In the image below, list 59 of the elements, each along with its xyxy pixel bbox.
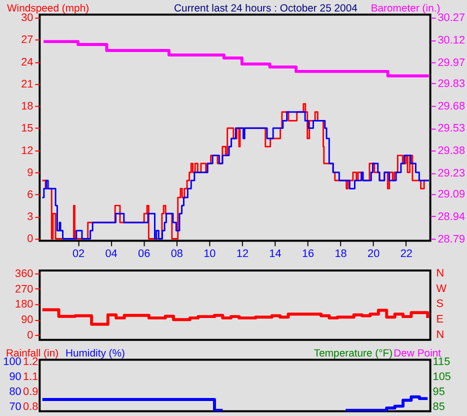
x-tick-label: 06 (138, 248, 150, 260)
y2-axis-title: Barometer (in.) (370, 4, 440, 15)
x-tick-label: 08 (170, 248, 183, 260)
y2-tick-label: 85 (432, 400, 445, 413)
y-tick-label: 0 (27, 233, 34, 246)
y-tick-label: 90 (21, 314, 34, 326)
y2-tick-label: 29.53 (438, 122, 466, 135)
y-axis-title: Humidity (%) (65, 348, 125, 360)
x-tick-label: 20 (368, 248, 380, 260)
y2-tick-label: 29.97 (438, 56, 466, 69)
y2-tick-label: 105 (432, 371, 451, 384)
text: N (436, 267, 444, 280)
y2-tick-label: 30.27 (438, 12, 466, 24)
x-tick-label: 16 (302, 248, 314, 260)
text: W (436, 282, 448, 295)
y2-tick-label: 29.09 (438, 188, 466, 200)
text: E (436, 314, 444, 326)
x-tick-label: 18 (334, 248, 347, 260)
y-tick-label: 0 (27, 330, 34, 342)
x-tick-label: 04 (105, 248, 118, 260)
y-tick-label: 70 (9, 400, 22, 413)
y-tick-label: 27 (21, 34, 34, 46)
y-tick-label: 100 (3, 356, 22, 368)
x-tick-label: 10 (204, 248, 216, 260)
y3-tick-label: 0.8 (23, 400, 38, 413)
y2-tick-label: 29.23 (438, 168, 466, 180)
y2-tick-label: 29.68 (438, 100, 466, 112)
y2-tick-label: 28.94 (438, 210, 466, 223)
y-tick-label: 30 (21, 12, 34, 24)
y-tick-label: 360 (15, 268, 34, 280)
y-tick-label: 270 (15, 283, 34, 296)
y-tick-label: 24 (21, 56, 34, 68)
y2-axis-title: Temperature (°F) (314, 348, 393, 360)
y2-tick-label: 28.79 (438, 233, 466, 246)
y-tick-label: 80 (9, 386, 22, 398)
y-tick-label: 180 (15, 298, 34, 311)
y2-tick-label: 29.83 (438, 78, 466, 90)
y-axis-title: Windspeed (mph) (6, 4, 90, 15)
text: S (436, 298, 444, 310)
x-tick-label: 12 (236, 248, 249, 260)
y-tick-label: 21 (21, 78, 34, 90)
y-tick-label: 12 (21, 144, 34, 157)
x-tick-label: 22 (400, 248, 412, 260)
y-tick-label: 3 (27, 211, 34, 224)
x-tick-label: 02 (72, 248, 85, 260)
y2-tick-label: 30.12 (438, 34, 466, 47)
y-tick-label: 15 (21, 122, 34, 135)
y-tick-label: 18 (21, 100, 34, 113)
y-tick-label: 9 (27, 166, 34, 179)
chart-title: Current last 24 hours : October 25 2004 (174, 4, 358, 15)
y2-tick-label: 95 (432, 386, 445, 398)
text: N (436, 329, 444, 342)
y2-tick-label: 115 (432, 356, 450, 368)
y-tick-label: 6 (27, 188, 34, 201)
x-tick-label: 14 (269, 248, 282, 260)
y-tick-label: 90 (9, 371, 22, 384)
y3-tick-label: 0.9 (23, 386, 38, 398)
y2-tick-label: 29.38 (438, 145, 466, 158)
y3-tick-label: 1.1 (23, 370, 38, 383)
